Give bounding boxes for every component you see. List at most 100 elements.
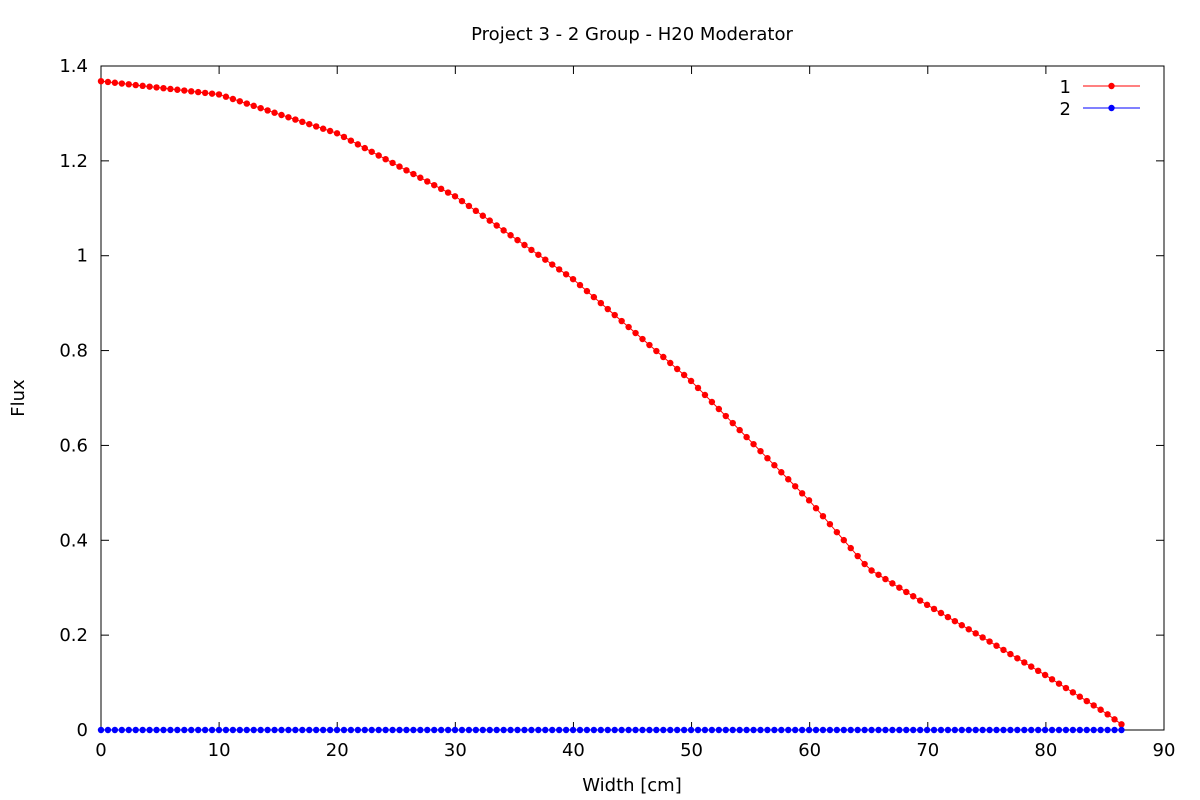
- x-tick-label: 50: [680, 740, 703, 761]
- data-point: [410, 726, 417, 734]
- data-point: [569, 726, 577, 734]
- data-point: [313, 726, 320, 734]
- data-point: [729, 726, 736, 734]
- data-point: [701, 726, 709, 734]
- data-point: [965, 726, 972, 734]
- data-point: [993, 642, 1000, 649]
- data-point: [514, 236, 521, 244]
- data-point: [1097, 706, 1104, 713]
- data-point: [299, 118, 306, 126]
- data-point: [431, 181, 438, 189]
- data-point: [868, 567, 875, 574]
- data-point: [1041, 671, 1049, 679]
- data-point: [646, 341, 653, 349]
- data-point: [736, 726, 743, 734]
- data-point: [500, 726, 507, 734]
- data-point: [708, 398, 716, 406]
- data-point: [792, 726, 799, 734]
- data-point: [319, 125, 327, 132]
- data-point: [583, 726, 591, 734]
- data-point: [382, 726, 389, 734]
- data-point: [701, 391, 709, 399]
- data-point: [417, 726, 424, 734]
- data-point: [646, 726, 653, 734]
- data-point: [667, 726, 674, 734]
- x-tick-label: 20: [326, 740, 349, 761]
- data-point: [333, 726, 341, 734]
- data-point: [368, 148, 375, 155]
- data-point: [1062, 726, 1070, 734]
- data-point: [750, 440, 757, 448]
- data-point: [785, 726, 792, 734]
- data-point: [271, 109, 278, 116]
- data-point: [424, 726, 431, 734]
- data-point: [167, 85, 174, 93]
- data-point: [361, 726, 368, 734]
- data-point: [514, 726, 521, 734]
- data-point: [715, 726, 723, 734]
- data-point: [354, 141, 362, 148]
- data-point: [465, 202, 473, 210]
- data-point: [826, 726, 834, 734]
- data-point: [819, 726, 827, 734]
- legend-label-series-1: 1: [1060, 77, 1071, 98]
- data-point: [271, 726, 278, 734]
- data-point: [201, 89, 209, 97]
- data-point: [403, 726, 410, 734]
- data-point: [417, 174, 424, 181]
- data-point: [250, 102, 257, 110]
- data-point: [743, 433, 750, 441]
- data-point: [590, 293, 598, 301]
- data-point: [549, 261, 556, 268]
- data-point: [188, 88, 195, 95]
- data-point: [389, 726, 396, 734]
- data-point: [382, 156, 389, 163]
- data-point: [132, 726, 139, 734]
- legend: 1 2: [1060, 77, 1140, 120]
- data-point: [1069, 726, 1077, 734]
- data-point: [167, 726, 174, 734]
- data-point: [798, 490, 806, 497]
- data-point: [493, 222, 500, 229]
- data-point: [1090, 726, 1097, 734]
- data-point: [937, 726, 945, 734]
- data-point: [694, 384, 702, 392]
- data-point: [923, 601, 931, 609]
- data-point: [632, 726, 639, 734]
- data-point: [160, 726, 167, 734]
- data-point: [944, 613, 952, 621]
- data-point: [535, 726, 542, 734]
- data-point: [153, 84, 160, 91]
- data-point: [930, 726, 938, 734]
- data-point: [979, 726, 986, 734]
- data-point: [910, 726, 917, 734]
- data-point: [424, 178, 431, 185]
- data-point: [326, 726, 334, 734]
- data-point: [722, 726, 729, 734]
- data-point: [625, 323, 632, 331]
- data-point: [215, 91, 223, 98]
- data-point: [833, 726, 841, 734]
- data-point: [555, 266, 563, 273]
- data-point: [1000, 726, 1007, 734]
- data-point: [1048, 676, 1056, 683]
- data-point: [708, 726, 716, 734]
- data-point: [451, 726, 459, 734]
- data-point: [215, 726, 223, 734]
- data-point: [285, 726, 292, 734]
- data-point: [444, 726, 452, 734]
- data-point: [972, 726, 979, 734]
- data-point: [930, 605, 938, 613]
- data-point: [1083, 726, 1090, 734]
- data-point: [833, 528, 841, 536]
- data-point: [188, 726, 195, 734]
- y-tick-label: 0: [77, 720, 88, 741]
- data-point: [1041, 726, 1049, 734]
- data-point: [729, 419, 736, 427]
- data-point: [611, 311, 618, 319]
- data-point: [278, 111, 285, 119]
- data-point: [639, 335, 646, 343]
- data-point: [882, 726, 889, 734]
- y-tick-label: 0.6: [59, 435, 88, 456]
